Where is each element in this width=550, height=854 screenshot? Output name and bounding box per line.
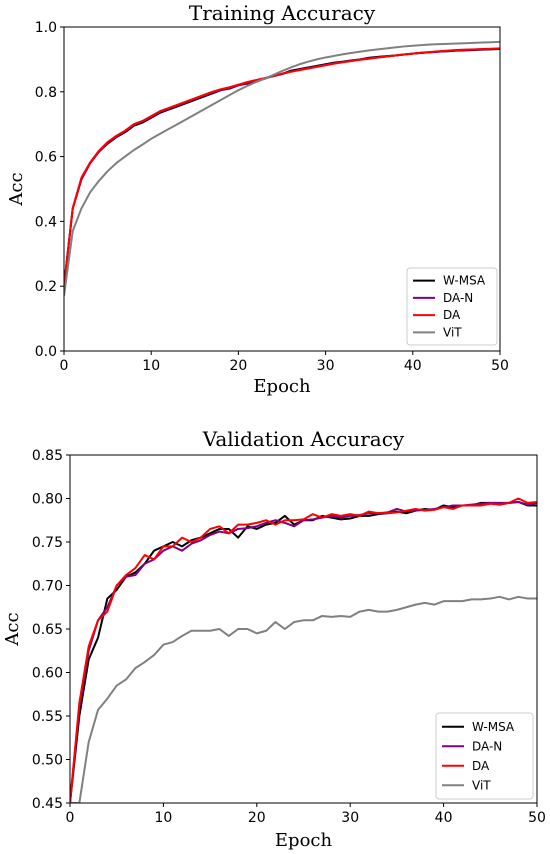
x-tick-label: 30 [341,810,359,826]
series-line-w-msa [64,48,500,287]
legend-box [435,712,534,800]
x-tick-label: 50 [491,358,509,374]
x-tick-label: 40 [404,358,422,374]
legend-label: ViT [472,778,491,792]
y-axis-label: Acc [6,172,27,206]
legend-label: DA-N [443,291,473,305]
y-tick-label: 0.6 [35,150,57,166]
x-tick-label: 20 [248,810,266,826]
y-tick-label: 0.45 [32,796,63,812]
legend-label: DA-N [472,739,502,753]
y-tick-label: 0.55 [32,709,63,725]
series-line-da [64,47,500,287]
x-tick-label: 20 [229,358,247,374]
y-tick-label: 0.4 [35,214,57,230]
y-tick-label: 1.0 [35,20,57,36]
y-tick-label: 0.65 [32,622,63,638]
y-axis-label: Acc [2,612,23,646]
legend-label: W-MSA [472,720,515,734]
legend-box [406,267,498,346]
chart-1: Training Accuracy 0 10 20 30 40 50 0.0 0.2 0.4 0.6… [6,1,509,397]
x-axis-label: Epoch [275,830,333,851]
x-tick-label: 40 [435,810,453,826]
x-tick-label: 30 [317,358,335,374]
series-line-vit [64,40,500,297]
chart-2: Validation Accuracy 0 10 20 30 40 50 0.45 0.50 0.… [2,427,546,851]
x-tick-label: 0 [60,358,69,374]
x-tick-label: 10 [142,358,160,374]
chart-title: Training Accuracy [189,1,376,25]
y-tick-label: 0.75 [32,535,63,551]
y-tick-label: 0.80 [32,492,63,508]
y-tick-label: 0.8 [35,85,57,101]
y-tick-label: 0.2 [35,279,57,295]
y-tick-label: 0.0 [35,344,57,360]
series-line-da-n [64,47,500,287]
x-tick-label: 0 [66,810,75,826]
y-tick-label: 0.85 [32,448,63,464]
legend-label: ViT [443,325,462,339]
legend-label: DA [443,308,461,322]
legend-label: DA [472,759,490,773]
series-line-vit [70,595,537,803]
x-tick-label: 10 [154,810,172,826]
x-tick-label: 50 [528,810,546,826]
chart-title: Validation Accuracy [202,427,405,451]
y-tick-label: 0.70 [32,579,63,595]
legend: W-MSA DA-N DA ViT [435,712,534,800]
x-axis-label: Epoch [253,376,311,397]
y-tick-label: 0.60 [32,666,63,682]
plot-frame [63,26,501,352]
series-line-da [70,497,537,803]
legend-label: W-MSA [443,274,486,288]
y-tick-label: 0.50 [32,753,63,769]
legend: W-MSA DA-N DA ViT [406,267,498,346]
